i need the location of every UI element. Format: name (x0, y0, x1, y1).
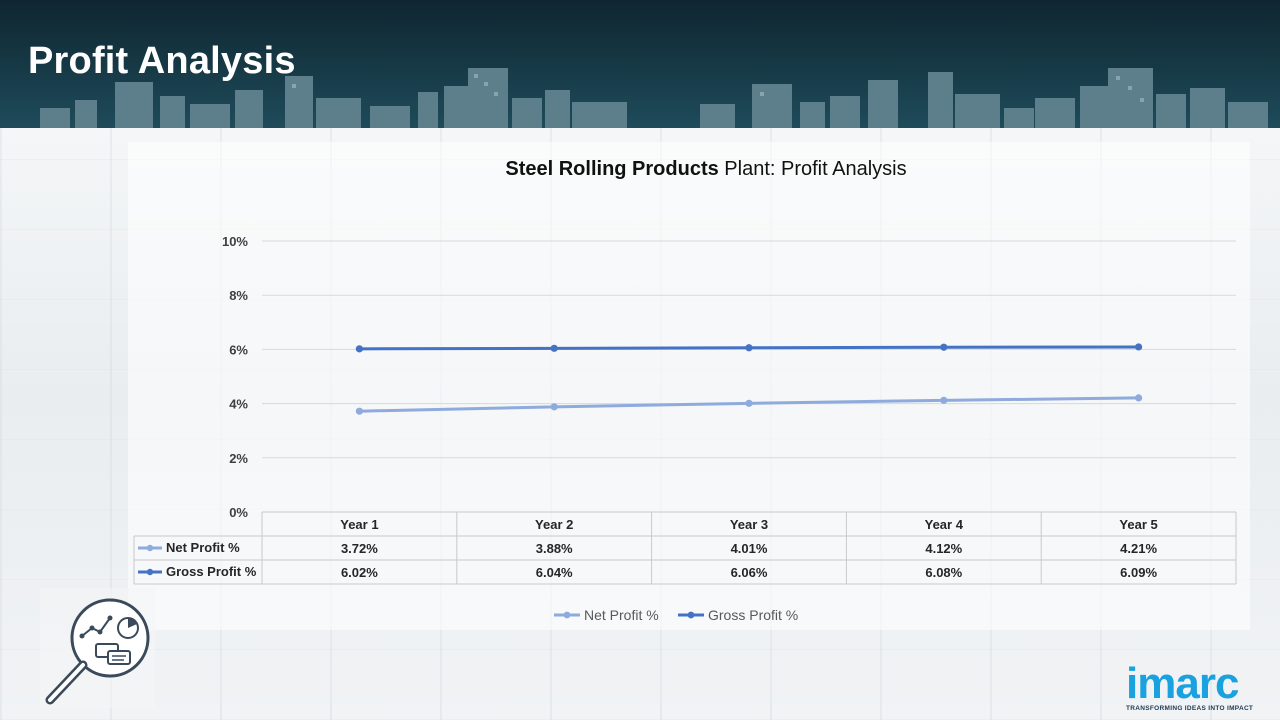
data-point (1135, 343, 1143, 351)
skyline-graphic (40, 68, 1268, 128)
x-category-label: Year 2 (535, 517, 573, 532)
y-tick-label: 0% (229, 505, 248, 520)
data-point (355, 407, 363, 415)
y-tick-label: 10% (222, 234, 248, 249)
table-series-name: Gross Profit % (166, 564, 257, 579)
logo-word: imarc (1126, 659, 1239, 708)
data-value-cell: 3.88% (536, 541, 573, 556)
y-tick-label: 4% (229, 397, 248, 412)
data-value-cell: 4.01% (731, 541, 768, 556)
data-value-cell: 6.06% (731, 565, 768, 580)
page-title: Profit Analysis (28, 40, 296, 82)
data-value-cell: 6.02% (341, 565, 378, 580)
imarc-logo: imarc TRANSFORMING IDEAS INTO IMPACT (1126, 659, 1276, 713)
legend-label: Net Profit % (584, 607, 659, 623)
chart-title: Steel Rolling Products Plant: Profit Ana… (0, 158, 1280, 181)
legend-key-marker (687, 611, 695, 619)
chart-panel (128, 142, 1250, 630)
legend-key-marker (563, 611, 571, 619)
data-point (745, 399, 753, 407)
x-category-label: Year 1 (340, 517, 378, 532)
data-point (940, 396, 948, 404)
table-legend-key-marker (146, 568, 154, 576)
data-point (745, 344, 753, 352)
y-tick-label: 8% (229, 288, 248, 303)
y-tick-label: 2% (229, 451, 248, 466)
logo-tagline: TRANSFORMING IDEAS INTO IMPACT (1126, 705, 1254, 712)
header-banner: Profit Analysis (0, 0, 1280, 128)
x-category-label: Year 4 (925, 517, 964, 532)
data-point (1135, 394, 1143, 402)
legend-label: Gross Profit % (708, 607, 798, 623)
data-value-cell: 3.72% (341, 541, 378, 556)
data-value-cell: 4.21% (1120, 541, 1157, 556)
x-category-label: Year 3 (730, 517, 768, 532)
data-point (355, 345, 363, 353)
table-legend-key-marker (146, 544, 154, 552)
y-tick-label: 6% (229, 342, 248, 357)
data-value-cell: 6.09% (1120, 565, 1157, 580)
data-value-cell: 4.12% (925, 541, 962, 556)
data-value-cell: 6.04% (536, 565, 573, 580)
data-point (550, 403, 558, 411)
table-series-name: Net Profit % (166, 540, 240, 555)
chart-title-rest: Plant: Profit Analysis (718, 158, 907, 180)
data-value-cell: 6.08% (925, 565, 962, 580)
x-category-label: Year 5 (1119, 517, 1157, 532)
data-point (550, 344, 558, 352)
analytics-magnifier-icon (40, 588, 160, 718)
data-point (940, 343, 948, 351)
chart-title-bold: Steel Rolling Products (505, 158, 719, 180)
